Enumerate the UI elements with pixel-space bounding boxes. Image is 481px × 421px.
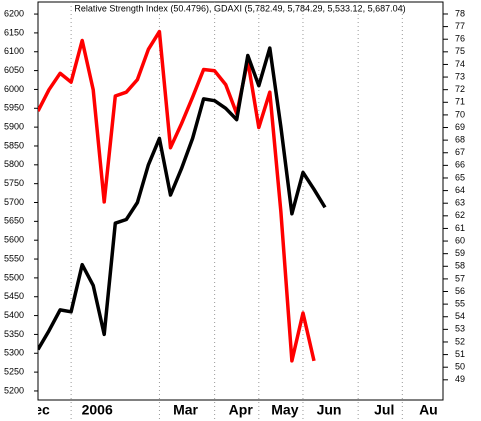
y2-tick-label: 56: [455, 286, 465, 296]
y2-tick-label: 58: [455, 261, 465, 271]
y2-tick-label: 61: [455, 223, 465, 233]
y2-tick-label: 72: [455, 84, 465, 94]
y2-tick-label: 55: [455, 299, 465, 309]
x-tick-label: 2006: [82, 402, 113, 418]
y2-tick-label: 66: [455, 160, 465, 170]
y-tick-label: 5400: [4, 310, 24, 320]
y-tick-label: 5800: [4, 159, 24, 169]
y-tick-label: 6150: [4, 27, 24, 37]
x-tick-label: Jun: [317, 402, 342, 418]
y2-tick-label: 57: [455, 273, 465, 283]
y2-tick-label: 51: [455, 349, 465, 359]
y2-tick-label: 70: [455, 109, 465, 119]
y-tick-label: 5650: [4, 216, 24, 226]
y2-tick-label: 73: [455, 71, 465, 81]
y2-tick-label: 69: [455, 122, 465, 132]
y-tick-label: 6200: [4, 8, 24, 18]
y2-tick-label: 68: [455, 135, 465, 145]
y2-tick-label: 54: [455, 311, 465, 321]
y-tick-label: 6000: [4, 84, 24, 94]
x-tick-label: ec: [34, 402, 50, 418]
series-line: [38, 29, 316, 363]
y-tick-label: 5300: [4, 348, 24, 358]
x-tick-label: May: [271, 402, 298, 418]
y2-tick-label: 49: [455, 374, 465, 384]
y-tick-label: 5250: [4, 366, 24, 376]
y-tick-label: 5200: [4, 385, 24, 395]
x-tick-label: Apr: [229, 402, 254, 418]
y2-tick-label: 78: [455, 8, 465, 18]
y-tick-label: 6100: [4, 46, 24, 56]
y-tick-label: 5500: [4, 272, 24, 282]
y2-tick-label: 59: [455, 248, 465, 258]
y2-tick-label: 65: [455, 172, 465, 182]
y-tick-label: 5700: [4, 197, 24, 207]
y2-tick-label: 62: [455, 210, 465, 220]
y-tick-label: 5350: [4, 329, 24, 339]
x-tick-label: Mar: [173, 402, 198, 418]
y-tick-label: 5600: [4, 235, 24, 245]
x-tick-label: Jul: [374, 402, 394, 418]
clip-group: ec 2006 Mar Apr May Jun Jul Au: [34, 2, 438, 421]
y2-tick-label: 75: [455, 46, 465, 56]
y2-tick-label: 74: [455, 59, 465, 69]
y2-tick-label: 77: [455, 21, 465, 31]
y2-tick-label: 67: [455, 147, 465, 157]
y2-tick-label: 50: [455, 362, 465, 372]
plot-frame: [37, 1, 444, 401]
y2-tick-label: 60: [455, 235, 465, 245]
y2-tick-label: 64: [455, 185, 465, 195]
chart-title: Relative Strength Index (50.4796), GDAXI…: [74, 3, 405, 13]
y2-tick-label: 76: [455, 34, 465, 44]
y-tick-label: 5900: [4, 122, 24, 132]
y-tick-label: 5750: [4, 178, 24, 188]
y2-tick-label: 63: [455, 198, 465, 208]
y-tick-label: 5850: [4, 140, 24, 150]
y2-tick-label: 71: [455, 97, 465, 107]
series-line: [38, 46, 327, 351]
y-tick-label: 5550: [4, 253, 24, 263]
x-tick-label: Au: [419, 402, 438, 418]
y2-tick-label: 53: [455, 324, 465, 334]
y-tick-label: 5450: [4, 291, 24, 301]
y2-tick-label: 52: [455, 336, 465, 346]
y-tick-label: 6050: [4, 65, 24, 75]
y-tick-label: 5950: [4, 103, 24, 113]
